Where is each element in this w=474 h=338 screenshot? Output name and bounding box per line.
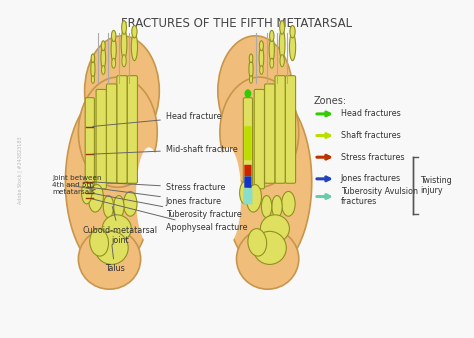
Ellipse shape xyxy=(78,77,157,187)
Text: Stress fractures: Stress fractures xyxy=(341,153,404,162)
Ellipse shape xyxy=(101,66,105,74)
Ellipse shape xyxy=(102,215,131,242)
Ellipse shape xyxy=(82,182,92,204)
Ellipse shape xyxy=(121,29,127,59)
Ellipse shape xyxy=(112,58,116,68)
FancyBboxPatch shape xyxy=(107,84,117,183)
Text: Apophyseal fracture: Apophyseal fracture xyxy=(92,199,247,232)
Text: Mid-shaft fracture: Mid-shaft fracture xyxy=(92,145,237,154)
Text: Twisting
injury: Twisting injury xyxy=(420,176,452,195)
FancyBboxPatch shape xyxy=(285,76,296,183)
Ellipse shape xyxy=(111,30,116,42)
FancyBboxPatch shape xyxy=(264,84,275,183)
Ellipse shape xyxy=(220,77,299,187)
Ellipse shape xyxy=(249,76,253,83)
Text: Shaft fractures: Shaft fractures xyxy=(341,131,401,140)
Ellipse shape xyxy=(290,33,296,61)
Text: Talus: Talus xyxy=(105,245,125,273)
Ellipse shape xyxy=(101,41,105,51)
Ellipse shape xyxy=(270,58,273,68)
Ellipse shape xyxy=(91,76,94,83)
Ellipse shape xyxy=(91,54,95,63)
Ellipse shape xyxy=(95,231,128,264)
Ellipse shape xyxy=(122,55,126,67)
Ellipse shape xyxy=(78,228,141,289)
Ellipse shape xyxy=(260,215,290,242)
Text: Zones:: Zones: xyxy=(314,96,347,106)
Text: Head fracture: Head fracture xyxy=(92,112,221,126)
Ellipse shape xyxy=(132,25,137,38)
Ellipse shape xyxy=(245,89,251,98)
Text: Head fractures: Head fractures xyxy=(341,110,401,118)
Ellipse shape xyxy=(270,30,274,42)
FancyBboxPatch shape xyxy=(117,76,127,183)
Ellipse shape xyxy=(280,21,284,34)
FancyBboxPatch shape xyxy=(244,126,252,160)
Ellipse shape xyxy=(131,33,137,61)
Text: Jones fracture: Jones fracture xyxy=(92,188,222,206)
Ellipse shape xyxy=(90,228,109,256)
Ellipse shape xyxy=(122,21,127,34)
Ellipse shape xyxy=(259,47,264,69)
Ellipse shape xyxy=(259,41,264,51)
Ellipse shape xyxy=(272,196,282,218)
Ellipse shape xyxy=(215,147,241,244)
Ellipse shape xyxy=(261,196,272,218)
Ellipse shape xyxy=(260,66,263,74)
Text: FRACTURES OF THE FIFTH METATARSAL: FRACTURES OF THE FIFTH METATARSAL xyxy=(121,17,353,29)
Ellipse shape xyxy=(101,47,106,69)
Text: Stress fracture: Stress fracture xyxy=(92,182,225,192)
Ellipse shape xyxy=(89,185,103,212)
Ellipse shape xyxy=(248,228,267,256)
Ellipse shape xyxy=(218,36,292,146)
Ellipse shape xyxy=(136,147,162,244)
Ellipse shape xyxy=(280,55,284,67)
Ellipse shape xyxy=(253,231,286,264)
Text: Tuberosity Avulsion
fractures: Tuberosity Avulsion fractures xyxy=(341,187,418,206)
FancyBboxPatch shape xyxy=(243,98,253,189)
Text: Joint between
4th and 5th
metatarsals: Joint between 4th and 5th metatarsals xyxy=(53,174,102,195)
Ellipse shape xyxy=(249,59,253,78)
FancyBboxPatch shape xyxy=(96,90,106,189)
Ellipse shape xyxy=(240,182,250,204)
Ellipse shape xyxy=(111,37,116,62)
Ellipse shape xyxy=(247,185,262,212)
Ellipse shape xyxy=(279,29,285,59)
Ellipse shape xyxy=(269,37,274,62)
Text: Cuboid-metatarsal
joint: Cuboid-metatarsal joint xyxy=(82,207,157,245)
Text: Adobe Stock | #243823183: Adobe Stock | #243823183 xyxy=(18,136,23,204)
Ellipse shape xyxy=(124,191,137,216)
Ellipse shape xyxy=(114,196,124,218)
Ellipse shape xyxy=(65,92,154,271)
Ellipse shape xyxy=(224,92,312,271)
Ellipse shape xyxy=(84,36,159,146)
FancyBboxPatch shape xyxy=(254,90,264,189)
Text: Tuberosity fracture: Tuberosity fracture xyxy=(92,193,242,219)
Ellipse shape xyxy=(249,54,253,63)
FancyBboxPatch shape xyxy=(275,76,285,183)
Ellipse shape xyxy=(282,191,295,216)
Ellipse shape xyxy=(237,228,299,289)
FancyBboxPatch shape xyxy=(127,76,137,183)
Ellipse shape xyxy=(91,59,95,78)
FancyBboxPatch shape xyxy=(244,176,252,188)
Ellipse shape xyxy=(290,25,295,38)
FancyBboxPatch shape xyxy=(85,98,94,189)
Text: Jones fractures: Jones fractures xyxy=(341,174,401,183)
Ellipse shape xyxy=(103,196,114,218)
FancyBboxPatch shape xyxy=(244,165,252,176)
FancyBboxPatch shape xyxy=(243,188,253,204)
